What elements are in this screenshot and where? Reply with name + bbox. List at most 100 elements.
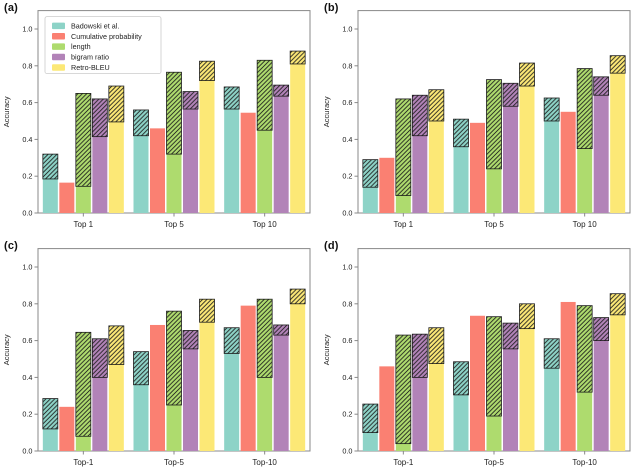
y-tick-label: 0.8 bbox=[22, 61, 32, 70]
bar-hatched-segment bbox=[428, 327, 445, 365]
bar-hatched-segment bbox=[395, 334, 412, 445]
bar-hatched-segment bbox=[362, 159, 379, 188]
bar-solid-segment bbox=[593, 317, 609, 451]
y-tick-label: 1.0 bbox=[22, 263, 32, 272]
bar-hatched-segment bbox=[411, 94, 428, 137]
y-tick-label: 1.0 bbox=[342, 25, 352, 34]
bar-hatched-segment bbox=[42, 153, 59, 180]
y-tick-label: 0.6 bbox=[342, 336, 352, 345]
y-tick-label: 0.0 bbox=[342, 447, 352, 456]
bar-hatched-segment bbox=[256, 298, 273, 378]
panel-d: (d) 0.0 0.2 0.4 0.6 0.8 1.0 Accuracy Top-1 Top-5… bbox=[320, 238, 640, 476]
bar-solid-segment bbox=[503, 83, 518, 213]
bar-hatched-segment bbox=[609, 55, 626, 74]
legend-label: bigram ratio bbox=[71, 53, 109, 62]
x-category-label: Top-10 bbox=[572, 458, 597, 467]
bar-hatched-segment bbox=[182, 330, 199, 350]
bar-solid-segment bbox=[519, 303, 535, 451]
y-tick-label: 0.8 bbox=[342, 299, 352, 308]
bar-hatched-segment bbox=[576, 305, 593, 393]
bar-hatched-segment bbox=[133, 109, 149, 137]
panel-c: (c) 0.0 0.2 0.4 0.6 0.8 1.0 Accuracy Top-1 Top-5… bbox=[0, 238, 320, 476]
legend-swatch bbox=[52, 33, 65, 40]
bar-solid-segment bbox=[199, 299, 215, 451]
bar-hatched-segment bbox=[42, 398, 59, 430]
y-tick-label: 0.8 bbox=[342, 61, 352, 70]
legend-swatch bbox=[52, 22, 65, 30]
x-category-label: Top 10 bbox=[253, 220, 278, 229]
bar-hatched-segment bbox=[289, 50, 306, 65]
bar-hatched-segment bbox=[543, 97, 560, 122]
bar-hatched-segment bbox=[486, 79, 502, 170]
y-tick-label: 0.6 bbox=[22, 98, 32, 107]
bar-solid-segment bbox=[379, 157, 395, 213]
bar-hatched-segment bbox=[411, 333, 428, 378]
bar-hatched-segment bbox=[453, 361, 469, 396]
bar-solid-segment bbox=[273, 324, 289, 451]
bar-chart-a: 0.0 0.2 0.4 0.6 0.8 1.0 Accuracy Top 1 Top 5 Top … bbox=[2, 10, 311, 229]
bar-hatched-segment bbox=[543, 338, 560, 369]
bar-hatched-segment bbox=[223, 327, 240, 354]
y-axis-title: Accuracy bbox=[2, 334, 11, 365]
x-category-label: Top 10 bbox=[573, 220, 598, 229]
y-tick-label: 0.6 bbox=[342, 98, 352, 107]
bar-hatched-segment bbox=[273, 324, 290, 336]
bar-solid-segment bbox=[240, 112, 256, 213]
bar-solid-segment bbox=[560, 111, 576, 213]
panel-label-a: (a) bbox=[4, 2, 19, 14]
bar-solid-segment bbox=[470, 122, 485, 213]
y-tick-label: 0.6 bbox=[22, 336, 32, 345]
bar-hatched-segment bbox=[502, 82, 519, 107]
bar-chart-d: 0.0 0.2 0.4 0.6 0.8 1.0 Accuracy Top-1 Top-5 Top-… bbox=[322, 248, 631, 467]
bar-solid-segment bbox=[224, 327, 240, 451]
x-category-label: Top-5 bbox=[164, 458, 185, 467]
bar-solid-segment bbox=[59, 182, 75, 213]
bar-hatched-segment bbox=[502, 322, 519, 350]
bar-solid-segment bbox=[470, 315, 485, 451]
y-axis-title: Accuracy bbox=[322, 334, 331, 365]
bar-hatched-segment bbox=[108, 325, 125, 365]
bar-hatched-segment bbox=[593, 76, 610, 96]
legend-label: Retro-BLEU bbox=[71, 63, 110, 72]
bar-solid-segment bbox=[183, 330, 198, 451]
bar-hatched-segment bbox=[453, 118, 469, 148]
y-tick-label: 1.0 bbox=[342, 263, 352, 272]
panel-label-c: (c) bbox=[4, 240, 19, 252]
x-category-label: Top 5 bbox=[164, 220, 184, 229]
bar-solid-segment bbox=[290, 51, 306, 213]
bar-hatched-segment bbox=[199, 60, 215, 81]
x-category-label: Top-1 bbox=[393, 458, 414, 467]
y-tick-label: 0.4 bbox=[22, 135, 32, 144]
y-tick-label: 0.2 bbox=[22, 172, 32, 181]
legend-swatch bbox=[52, 64, 65, 71]
bar-solid-segment bbox=[503, 323, 518, 451]
legend-label: length bbox=[71, 42, 91, 51]
bar-chart-b: 0.0 0.2 0.4 0.6 0.8 1.0 Accuracy Top 1 Top 5 Top … bbox=[322, 10, 631, 229]
y-tick-label: 0.0 bbox=[342, 209, 352, 218]
bar-solid-segment bbox=[273, 85, 289, 213]
bar-solid-segment bbox=[59, 406, 75, 451]
y-tick-label: 0.0 bbox=[22, 209, 32, 218]
bar-solid-segment bbox=[150, 324, 165, 451]
x-category-label: Top 5 bbox=[484, 220, 504, 229]
x-category-label: Top-10 bbox=[252, 458, 277, 467]
bar-solid-segment bbox=[199, 61, 215, 214]
bar-hatched-segment bbox=[395, 98, 412, 196]
legend-swatch bbox=[52, 53, 65, 61]
y-tick-label: 0.2 bbox=[342, 410, 352, 419]
y-tick-label: 0.4 bbox=[342, 135, 352, 144]
bar-hatched-segment bbox=[133, 351, 149, 386]
bar-hatched-segment bbox=[91, 338, 108, 378]
bar-solid-segment bbox=[150, 128, 165, 213]
bar-hatched-segment bbox=[166, 310, 182, 406]
bar-solid-segment bbox=[224, 86, 240, 213]
bar-hatched-segment bbox=[273, 84, 290, 97]
bar-hatched-segment bbox=[428, 89, 445, 122]
x-category-label: Top-1 bbox=[73, 458, 94, 467]
legend-label: Cumulative probability bbox=[71, 32, 142, 41]
bar-solid-segment bbox=[544, 98, 560, 213]
legend-box bbox=[44, 16, 162, 75]
legend-swatch bbox=[52, 43, 65, 50]
bar-hatched-segment bbox=[75, 93, 92, 187]
